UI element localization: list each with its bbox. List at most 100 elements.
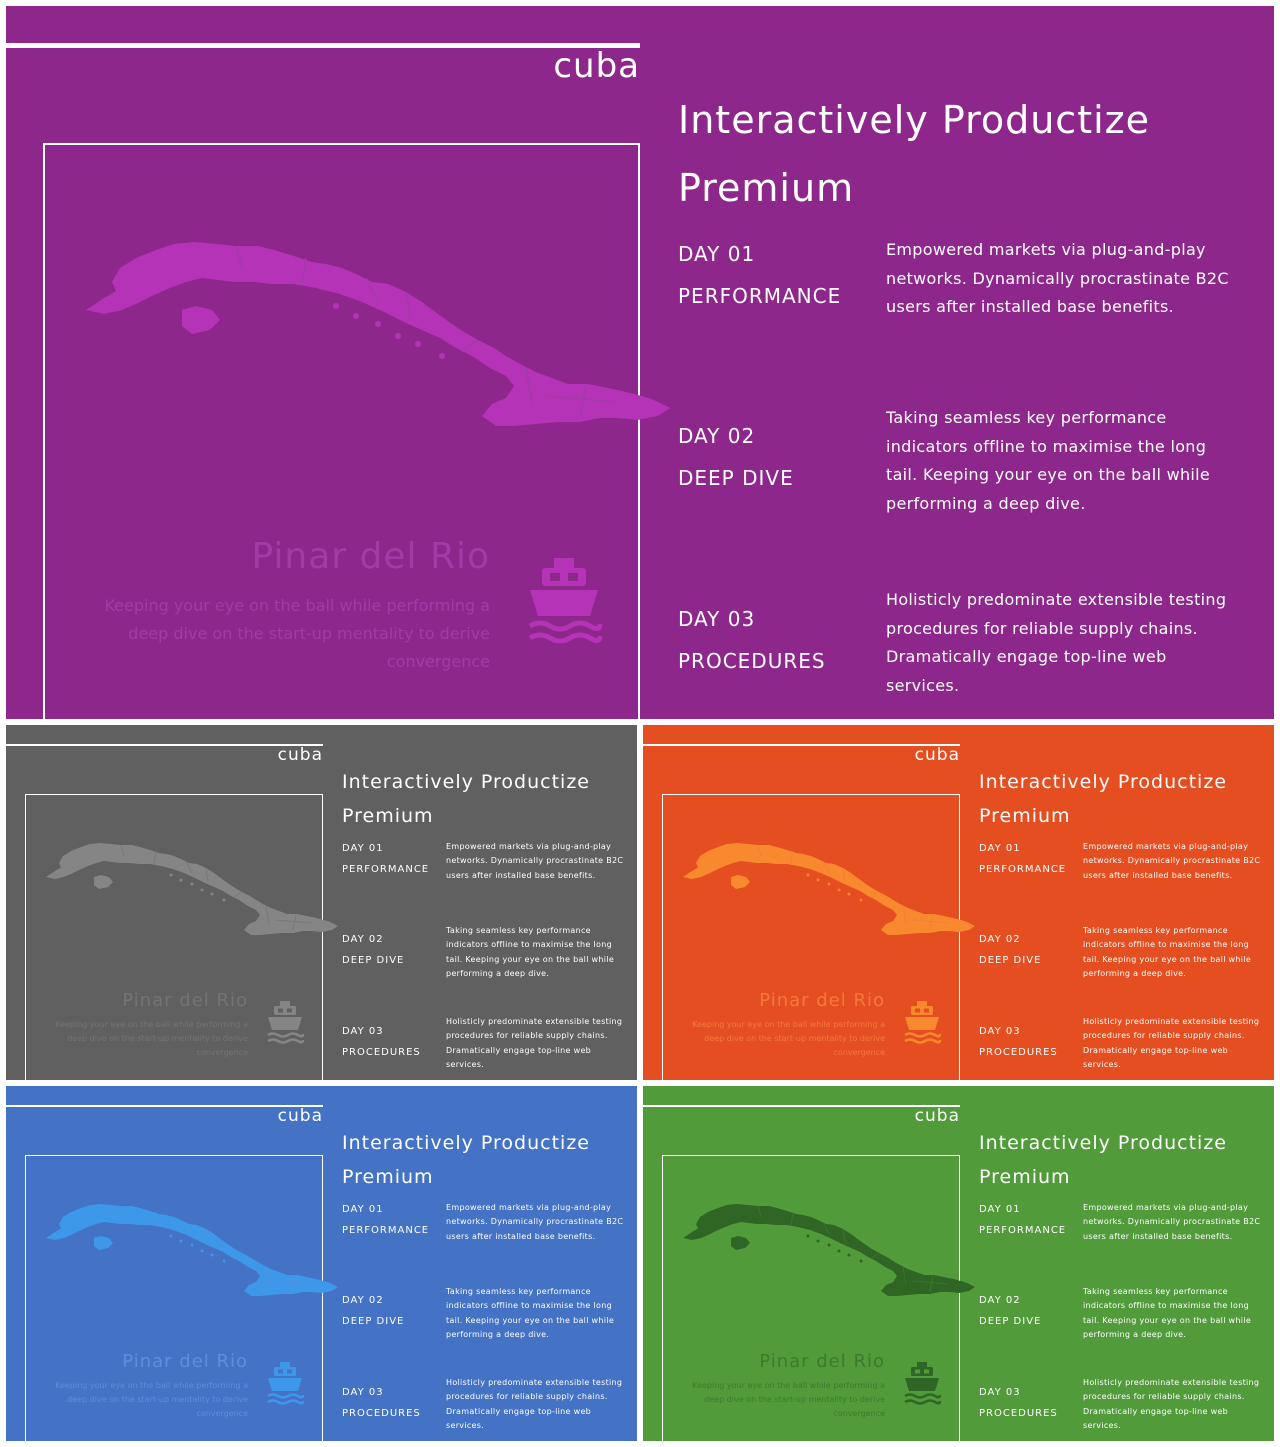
cay-dot bbox=[847, 1253, 851, 1257]
day-label: DAY 02 bbox=[678, 424, 756, 448]
province-border bbox=[870, 891, 879, 899]
province-border bbox=[525, 367, 533, 405]
day-description: Empowered markets via plug-and-play netw… bbox=[1083, 1203, 1261, 1241]
day-description: Holisticly predominate extensible testin… bbox=[1083, 1017, 1260, 1069]
province-border bbox=[790, 850, 794, 865]
headline-line-1: Interactively Productize bbox=[342, 1132, 590, 1154]
cay-dot bbox=[816, 1239, 820, 1243]
region-title: Pinar del Rio bbox=[251, 536, 490, 577]
cay-dot bbox=[190, 882, 194, 886]
day-topic: DEEP DIVE bbox=[678, 466, 794, 490]
map-frame bbox=[24, 793, 323, 1080]
day-label: DAY 01 bbox=[979, 843, 1021, 854]
cay-dot bbox=[859, 898, 863, 902]
cay-dot bbox=[375, 321, 381, 327]
headline-line-2: Premium bbox=[342, 1166, 434, 1188]
day-label: DAY 03 bbox=[678, 607, 756, 631]
day-description: Empowered markets via plug-and-play netw… bbox=[446, 1203, 624, 1241]
day-label: DAY 01 bbox=[342, 843, 384, 854]
cay-dot bbox=[179, 1239, 183, 1243]
map-frame bbox=[661, 793, 960, 1080]
cuba-map bbox=[46, 1204, 338, 1296]
cay-dot bbox=[847, 892, 851, 896]
cuba-map bbox=[86, 242, 670, 426]
cay-dot bbox=[827, 1243, 831, 1247]
province-border bbox=[365, 277, 379, 303]
top-rule bbox=[6, 43, 640, 48]
headline-line-1: Interactively Productize bbox=[979, 1132, 1227, 1154]
country-title: cuba bbox=[553, 46, 640, 86]
province-border bbox=[757, 844, 762, 857]
province-border bbox=[870, 1252, 879, 1260]
map-frame bbox=[43, 143, 640, 719]
slide-green: cuba Pinar del Rio Keeping your eye on the… bbox=[643, 1086, 1274, 1441]
day-description: Holisticly predominate extensible testin… bbox=[446, 1378, 623, 1430]
cay-dot bbox=[190, 1243, 194, 1247]
day-topic: DEEP DIVE bbox=[342, 955, 405, 966]
day-description: Taking seamless key performance indicato… bbox=[1083, 1287, 1252, 1339]
province-border bbox=[120, 844, 125, 857]
region-title: Pinar del Rio bbox=[759, 990, 885, 1011]
isla-de-la-juventud-shape bbox=[182, 306, 220, 334]
day-label: DAY 03 bbox=[979, 1025, 1021, 1037]
province-border bbox=[233, 1252, 242, 1260]
day-label: DAY 01 bbox=[678, 242, 756, 266]
cay-dot bbox=[837, 888, 841, 892]
isla-de-la-juventud-shape bbox=[94, 1236, 113, 1250]
province-border bbox=[153, 850, 157, 865]
headline-line-1: Interactively Productize bbox=[979, 771, 1227, 793]
province-border bbox=[842, 867, 846, 882]
province-border bbox=[301, 257, 307, 285]
day-topic: DEEP DIVE bbox=[979, 1316, 1042, 1327]
day-description: Taking seamless key performance indicato… bbox=[446, 1287, 615, 1339]
cuba-mainland-shape bbox=[46, 843, 338, 935]
ship-icon bbox=[267, 1362, 305, 1405]
cay-dot bbox=[210, 892, 214, 896]
cay-dot bbox=[333, 303, 339, 309]
province-border bbox=[929, 914, 934, 931]
province-border bbox=[579, 385, 587, 417]
province-border bbox=[790, 1211, 794, 1226]
day-topic: PERFORMANCE bbox=[979, 1225, 1067, 1236]
ship-icon bbox=[528, 558, 603, 644]
cay-dot bbox=[395, 333, 401, 339]
province-border bbox=[912, 919, 949, 924]
cay-dot bbox=[179, 878, 183, 882]
region-description: Keeping your eye on the ball while perfo… bbox=[692, 1020, 885, 1057]
day-description: Empowered markets via plug-and-play netw… bbox=[886, 240, 1229, 316]
cuba-map bbox=[46, 843, 338, 935]
map-frame bbox=[661, 1154, 960, 1441]
cay-dot bbox=[169, 1234, 173, 1238]
province-border bbox=[912, 1280, 949, 1285]
cay-dot bbox=[200, 888, 204, 892]
province-border bbox=[185, 860, 193, 874]
province-border bbox=[757, 1205, 762, 1218]
province-border bbox=[929, 1275, 934, 1292]
ship-icon bbox=[904, 1001, 942, 1044]
country-title: cuba bbox=[914, 1106, 960, 1126]
day-topic: PROCEDURES bbox=[678, 649, 826, 673]
headline-line-2: Premium bbox=[678, 166, 855, 210]
slide-orange: cuba Pinar del Rio Keeping your eye on the… bbox=[643, 725, 1274, 1080]
province-border bbox=[545, 395, 617, 403]
cay-dot bbox=[222, 898, 226, 902]
slide-purple: cuba Pinar del Rio Keeping your eye on the… bbox=[6, 6, 1274, 719]
cay-dot bbox=[210, 1253, 214, 1257]
province-border bbox=[120, 1205, 125, 1218]
map-frame bbox=[24, 1154, 323, 1441]
cuba-map bbox=[683, 1204, 975, 1296]
day-label: DAY 02 bbox=[979, 934, 1021, 945]
province-border bbox=[292, 1275, 297, 1292]
province-border bbox=[405, 291, 411, 319]
province-border bbox=[902, 905, 907, 925]
province-border bbox=[275, 1280, 312, 1285]
day-description: Taking seamless key performance indicato… bbox=[446, 926, 615, 978]
cay-dot bbox=[353, 313, 359, 319]
slide-gray: cuba Pinar del Rio Keeping your eye on the… bbox=[6, 725, 637, 1080]
cay-dot bbox=[837, 1249, 841, 1253]
top-rule bbox=[643, 1104, 960, 1107]
day-label: DAY 03 bbox=[342, 1386, 384, 1398]
cay-dot bbox=[415, 341, 421, 347]
province-border bbox=[265, 905, 270, 925]
headline-line-1: Interactively Productize bbox=[678, 98, 1150, 142]
